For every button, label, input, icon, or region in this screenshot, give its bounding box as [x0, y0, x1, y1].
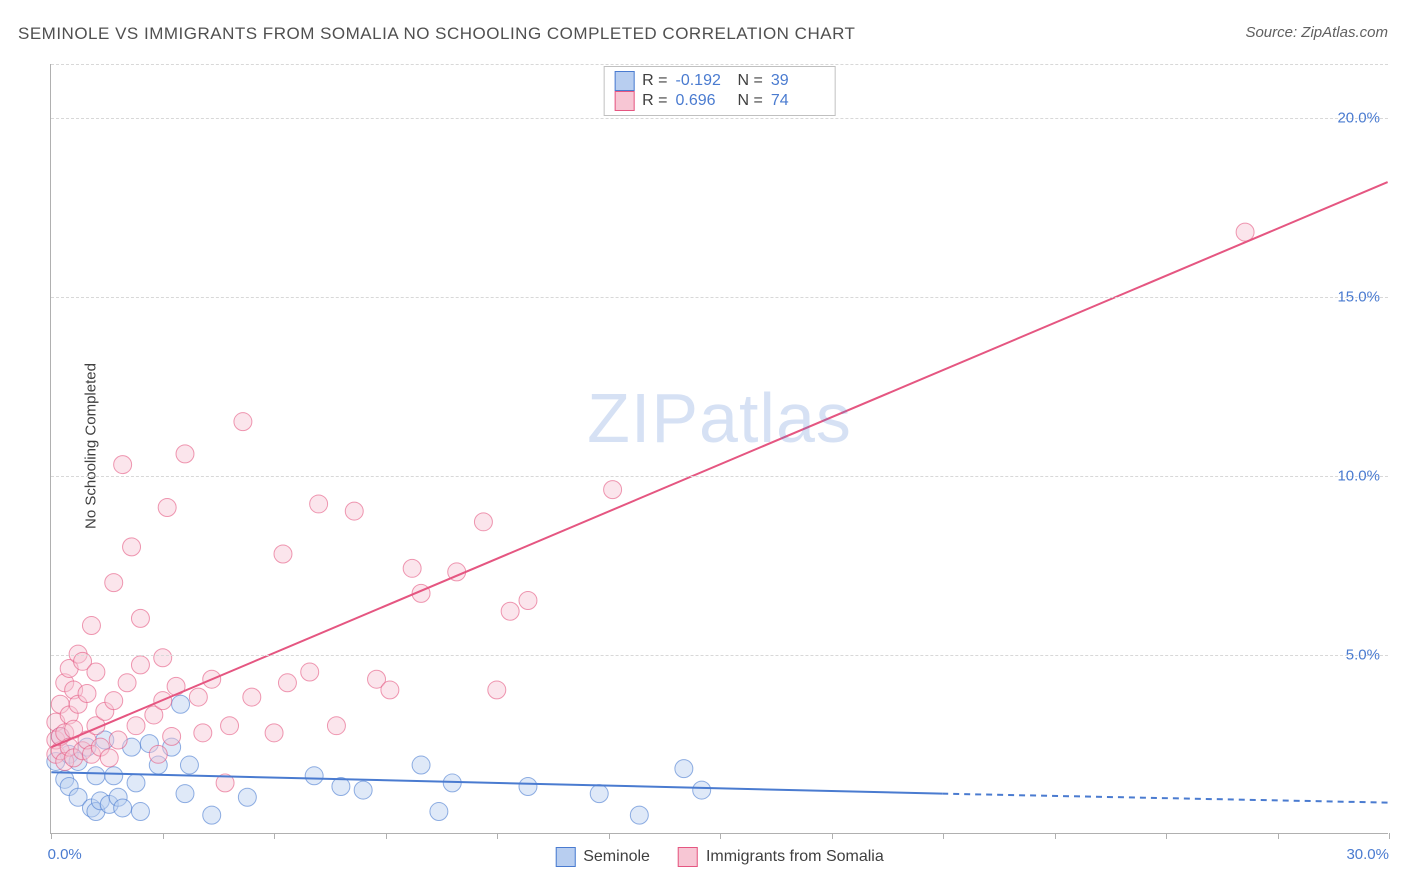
data-point [109, 731, 127, 749]
data-point [630, 806, 648, 824]
data-point [474, 513, 492, 531]
chart-title: SEMINOLE VS IMMIGRANTS FROM SOMALIA NO S… [18, 24, 855, 44]
data-point [154, 649, 172, 667]
swatch-icon [678, 847, 698, 867]
y-tick-label: 20.0% [1337, 109, 1380, 126]
chart-area: ZIPatlas R =-0.192 N =39 R =0.696 N =74 … [50, 64, 1388, 834]
data-point [278, 674, 296, 692]
data-point [590, 785, 608, 803]
data-point [172, 695, 190, 713]
data-point [519, 592, 537, 610]
data-point [604, 481, 622, 499]
x-tick-label: 0.0% [48, 846, 82, 863]
data-point [87, 767, 105, 785]
data-point [78, 685, 96, 703]
data-point [310, 495, 328, 513]
x-tick [1278, 833, 1279, 839]
stat-box: R =-0.192 N =39 R =0.696 N =74 [603, 66, 836, 116]
x-tick [720, 833, 721, 839]
data-point [87, 663, 105, 681]
plot-svg [51, 64, 1388, 833]
x-tick [274, 833, 275, 839]
x-tick [1166, 833, 1167, 839]
data-point [488, 681, 506, 699]
grid-line [51, 118, 1388, 119]
data-point [180, 756, 198, 774]
data-point [243, 688, 261, 706]
data-point [163, 727, 181, 745]
source-label: Source: ZipAtlas.com [1245, 24, 1388, 44]
data-point [675, 760, 693, 778]
data-point [131, 609, 149, 627]
x-tick [943, 833, 944, 839]
trend-line-dashed [942, 794, 1387, 803]
x-tick [1055, 833, 1056, 839]
data-point [345, 502, 363, 520]
data-point [131, 656, 149, 674]
swatch-icon [555, 847, 575, 867]
data-point [1236, 223, 1254, 241]
grid-line [51, 64, 1388, 65]
data-point [430, 803, 448, 821]
swatch-icon [614, 91, 634, 111]
data-point [194, 724, 212, 742]
y-tick-label: 15.0% [1337, 288, 1380, 305]
data-point [221, 717, 239, 735]
data-point [118, 674, 136, 692]
x-tick [386, 833, 387, 839]
grid-line [51, 476, 1388, 477]
legend-item: Seminole [555, 847, 650, 867]
data-point [519, 778, 537, 796]
y-tick-label: 5.0% [1346, 646, 1380, 663]
data-point [127, 717, 145, 735]
legend-label: Seminole [583, 848, 650, 866]
data-point [114, 799, 132, 817]
data-point [238, 788, 256, 806]
x-tick [832, 833, 833, 839]
grid-line [51, 297, 1388, 298]
data-point [265, 724, 283, 742]
data-point [100, 749, 118, 767]
legend: Seminole Immigrants from Somalia [555, 847, 884, 867]
x-tick [497, 833, 498, 839]
x-tick [1389, 833, 1390, 839]
x-tick [51, 833, 52, 839]
data-point [693, 781, 711, 799]
data-point [327, 717, 345, 735]
data-point [105, 692, 123, 710]
data-point [131, 803, 149, 821]
x-tick [163, 833, 164, 839]
swatch-icon [614, 71, 634, 91]
data-point [301, 663, 319, 681]
data-point [234, 413, 252, 431]
data-point [127, 774, 145, 792]
data-point [176, 445, 194, 463]
data-point [176, 785, 194, 803]
x-tick-label: 30.0% [1346, 846, 1389, 863]
stat-row: R =-0.192 N =39 [614, 71, 825, 91]
data-point [274, 545, 292, 563]
data-point [354, 781, 372, 799]
data-point [412, 756, 430, 774]
data-point [105, 574, 123, 592]
data-point [381, 681, 399, 699]
data-point [149, 745, 167, 763]
data-point [158, 499, 176, 517]
data-point [189, 688, 207, 706]
data-point [123, 538, 141, 556]
data-point [403, 559, 421, 577]
stat-row: R =0.696 N =74 [614, 91, 825, 111]
data-point [305, 767, 323, 785]
data-point [501, 602, 519, 620]
data-point [105, 767, 123, 785]
trend-line [51, 182, 1387, 747]
legend-item: Immigrants from Somalia [678, 847, 884, 867]
x-tick [609, 833, 610, 839]
data-point [82, 617, 100, 635]
legend-label: Immigrants from Somalia [706, 848, 884, 866]
data-point [203, 806, 221, 824]
data-point [114, 456, 132, 474]
grid-line [51, 655, 1388, 656]
y-tick-label: 10.0% [1337, 467, 1380, 484]
